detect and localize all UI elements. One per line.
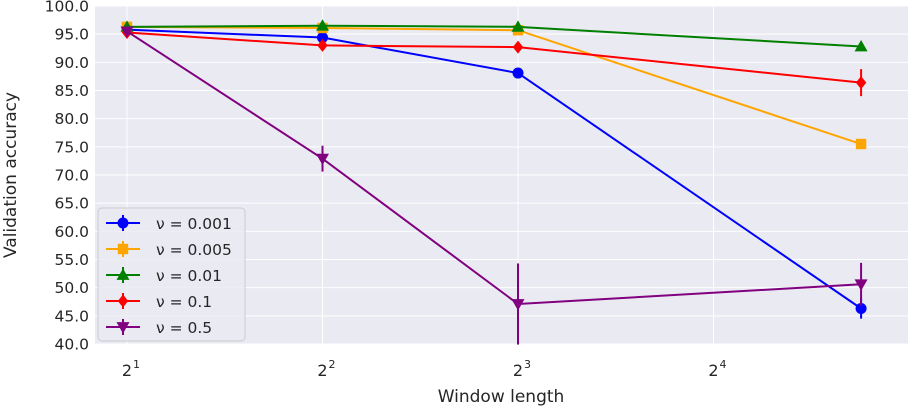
legend: ν = 0.001 ν = 0.005 ν = 0.01 ν = 0.1 ν = 0.5	[97, 207, 246, 342]
y-tick-label: 60.0	[54, 223, 89, 241]
series-line	[126, 25, 862, 145]
data-point	[855, 76, 867, 90]
y-tick-label: 50.0	[54, 279, 89, 297]
legend-marker	[117, 243, 129, 255]
legend-item: ν = 0.001	[106, 215, 232, 233]
series-group	[120, 19, 868, 345]
legend-marker	[117, 294, 129, 308]
data-point	[316, 19, 329, 31]
data-point	[317, 38, 328, 52]
data-point	[316, 32, 329, 44]
y-tick-label: 90.0	[54, 54, 89, 72]
data-point	[120, 26, 134, 38]
series-line	[126, 30, 862, 306]
data-point	[854, 279, 868, 291]
x-tick-label: 2	[513, 361, 523, 380]
legend-label: ν = 0.1	[156, 293, 212, 311]
x-tick-exponent: 1	[133, 358, 140, 371]
data-point	[511, 20, 525, 32]
legend-item: ν = 0.01	[106, 267, 222, 285]
data-point	[855, 302, 867, 315]
y-axis-label: Validation accuracy	[1, 92, 21, 258]
x-axis-label: Window length	[438, 387, 565, 407]
legend-label: ν = 0.5	[156, 319, 212, 337]
legend-marker	[116, 322, 130, 334]
data-point	[512, 67, 524, 79]
y-axis-ticks: 40.0 45.0 50.0 55.0 60.0 65.0 70.0 75.0 80.0 85.0…	[45, 0, 89, 354]
y-tick-label: 40.0	[54, 336, 89, 354]
y-tick-label: 75.0	[54, 138, 89, 156]
legend-label: ν = 0.01	[156, 267, 222, 285]
legend-item: ν = 0.1	[106, 293, 212, 311]
data-point	[316, 153, 329, 166]
legend-label: ν = 0.005	[156, 241, 232, 259]
data-point	[854, 40, 868, 52]
legend-item: ν = 0.005	[106, 241, 232, 259]
x-tick-label: 2	[317, 361, 327, 380]
series-line	[126, 31, 862, 84]
data-point	[855, 138, 867, 150]
y-tick-label: 80.0	[54, 110, 89, 128]
y-tick-label: 70.0	[54, 167, 89, 185]
legend-item: ν = 0.5	[106, 319, 212, 337]
x-tick-label: 2	[708, 361, 718, 380]
y-tick-label: 55.0	[54, 251, 89, 269]
y-tick-label: 45.0	[54, 307, 89, 325]
legend-label: ν = 0.001	[156, 215, 232, 233]
data-point	[512, 40, 524, 54]
legend-box	[97, 207, 246, 342]
x-tick-exponent: 2	[329, 358, 336, 371]
data-point	[511, 299, 525, 311]
series-line	[126, 28, 862, 310]
series-line	[126, 24, 862, 48]
x-tick-label: 2	[122, 361, 132, 380]
y-tick-label: 85.0	[54, 82, 89, 100]
series-4	[120, 26, 868, 345]
y-tick-label: 100.0	[45, 0, 89, 16]
legend-marker	[117, 217, 129, 229]
x-tick-exponent: 3	[524, 358, 531, 371]
y-tick-label: 65.0	[54, 195, 89, 213]
x-tick-exponent: 4	[720, 358, 727, 371]
y-tick-label: 95.0	[54, 26, 89, 44]
legend-marker	[116, 268, 130, 280]
